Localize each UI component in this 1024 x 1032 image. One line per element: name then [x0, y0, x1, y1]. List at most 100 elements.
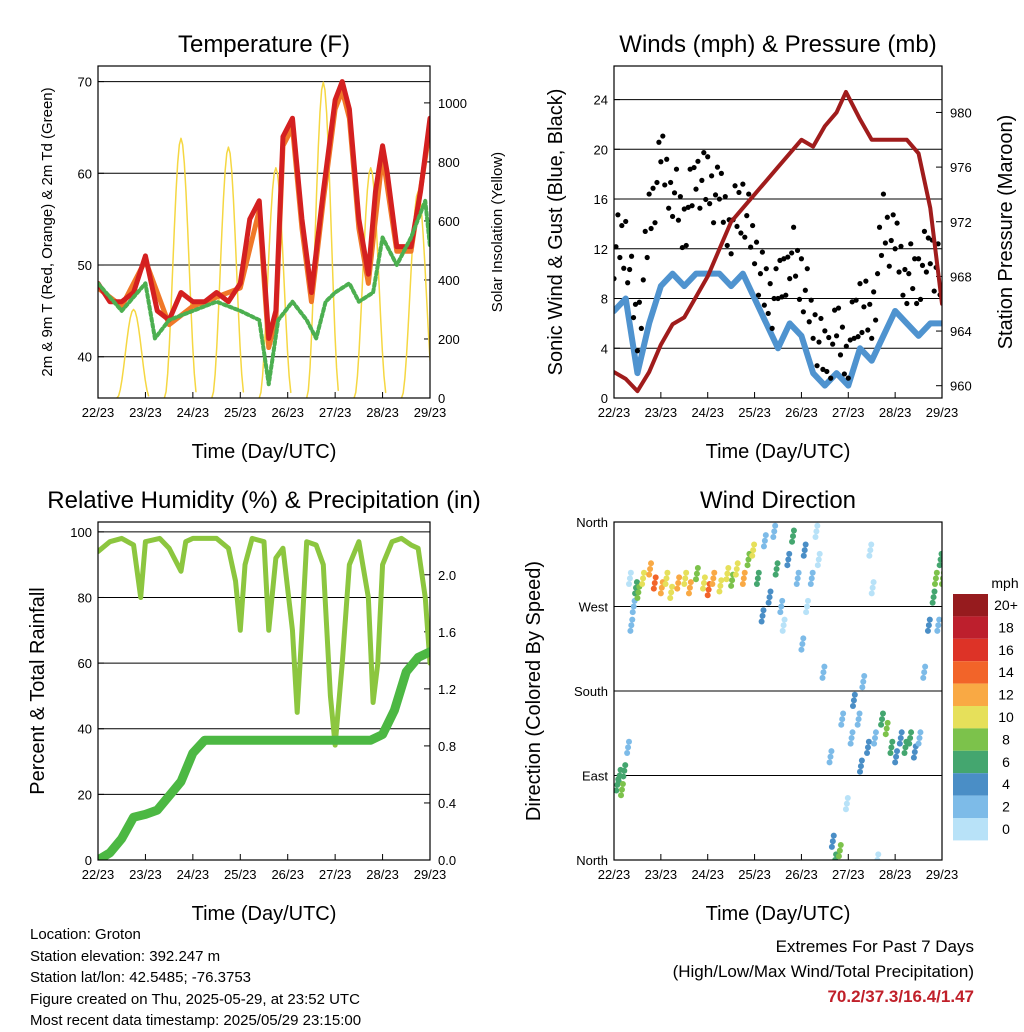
direction-point: [869, 584, 876, 591]
panel-0-plot: [98, 79, 430, 398]
gust-point: [712, 192, 719, 198]
direction-point: [774, 560, 781, 567]
gust-point: [917, 296, 924, 302]
direction-point: [741, 569, 748, 576]
x-tick-label: 25/23: [224, 405, 257, 420]
direction-point: [921, 669, 928, 676]
legend-label: 6: [1002, 754, 1010, 770]
legend-label: 8: [1002, 731, 1010, 747]
legend-swatch: [953, 706, 988, 729]
direction-point: [777, 609, 784, 616]
direction-point: [930, 594, 937, 601]
gust-point: [828, 375, 834, 381]
direction-point: [868, 541, 875, 548]
legend-label: 12: [998, 687, 1014, 703]
direction-point: [793, 580, 800, 587]
direction-point: [804, 603, 811, 610]
direction-point: [855, 716, 862, 723]
direction-point: [750, 547, 757, 554]
direction-point: [851, 691, 858, 698]
direction-point: [799, 641, 806, 648]
gust-point: [902, 266, 908, 273]
direction-point: [922, 663, 929, 670]
direction-point: [614, 787, 620, 794]
gust-point: [851, 335, 857, 341]
gust-point: [865, 327, 871, 333]
gust-point: [650, 185, 656, 191]
gust-point: [750, 222, 756, 229]
direction-point: [883, 725, 890, 732]
legend-swatch: [953, 661, 988, 684]
gust-point: [886, 263, 892, 269]
direction-point: [931, 588, 938, 595]
direction-point: [700, 585, 707, 592]
solar-insolation-line: [305, 81, 339, 398]
gust-point: [818, 315, 824, 322]
gust-point: [648, 225, 654, 232]
direction-point: [814, 522, 821, 529]
panel-1-frame: [613, 65, 943, 399]
gust-point: [869, 335, 875, 341]
direction-point: [800, 635, 807, 642]
gust-point: [826, 334, 832, 341]
legend-label: 0: [1002, 821, 1010, 837]
legend-swatch: [953, 773, 988, 796]
direction-point: [693, 570, 700, 577]
y-right-axis-label: Station Pressure (Maroon): [995, 115, 1017, 350]
gust-point: [927, 261, 933, 267]
direction-point: [615, 778, 622, 785]
direction-point: [888, 744, 895, 751]
direction-point: [753, 580, 760, 587]
direction-point: [916, 734, 923, 741]
gust-point: [703, 196, 709, 203]
direction-point: [778, 603, 785, 610]
gust-point: [671, 190, 678, 196]
legend-label: 14: [998, 664, 1014, 680]
direction-point: [864, 749, 871, 756]
gust-point: [755, 292, 762, 298]
y-right-axis-label: Solar Insolation (Yellow): [489, 152, 506, 312]
latlon-text: Station lat/lon: 42.5485; -76.3753: [30, 969, 252, 986]
direction-point: [794, 575, 801, 582]
direction-point: [633, 579, 640, 586]
gust-point: [802, 287, 808, 293]
direction-point: [766, 594, 773, 601]
x-tick-label: 29/23: [414, 405, 447, 420]
gust-point: [884, 214, 890, 220]
gust-point: [769, 325, 775, 331]
direction-point: [729, 577, 736, 584]
x-tick-label: 25/23: [738, 867, 771, 882]
direction-point: [686, 584, 693, 591]
gust-point: [878, 252, 885, 259]
gust-point: [822, 328, 828, 334]
direction-point: [893, 753, 900, 760]
extremes-subtitle: (High/Low/Max Wind/Total Precipitation): [672, 962, 974, 981]
x-tick-label: 28/23: [366, 867, 399, 882]
direction-point: [629, 616, 636, 623]
chart-title: Temperature (F): [178, 31, 350, 58]
direction-point: [882, 731, 889, 738]
gust-point: [849, 299, 855, 305]
direction-point: [780, 622, 787, 629]
recent-timestamp-text: Most recent data timestamp: 2025/05/29 2…: [30, 1012, 362, 1029]
direction-point: [718, 577, 725, 584]
gust-point: [681, 206, 687, 212]
direction-point: [772, 571, 779, 578]
direction-point: [650, 585, 657, 592]
direction-point: [907, 734, 914, 741]
direction-point: [674, 585, 681, 592]
gust-point: [753, 239, 760, 245]
gust-point: [871, 289, 877, 295]
gust-point: [734, 223, 740, 230]
gust-point: [798, 256, 805, 262]
gust-point: [736, 189, 742, 196]
direction-point: [850, 697, 857, 704]
panel-3-frame: [613, 521, 943, 861]
y-right-tick-label: 800: [438, 155, 460, 170]
gust-point: [666, 205, 672, 211]
direction-point: [724, 570, 731, 577]
direction-point: [761, 537, 768, 544]
direction-point: [808, 575, 815, 582]
gust-point: [695, 158, 701, 164]
solar-insolation-line: [211, 146, 245, 398]
